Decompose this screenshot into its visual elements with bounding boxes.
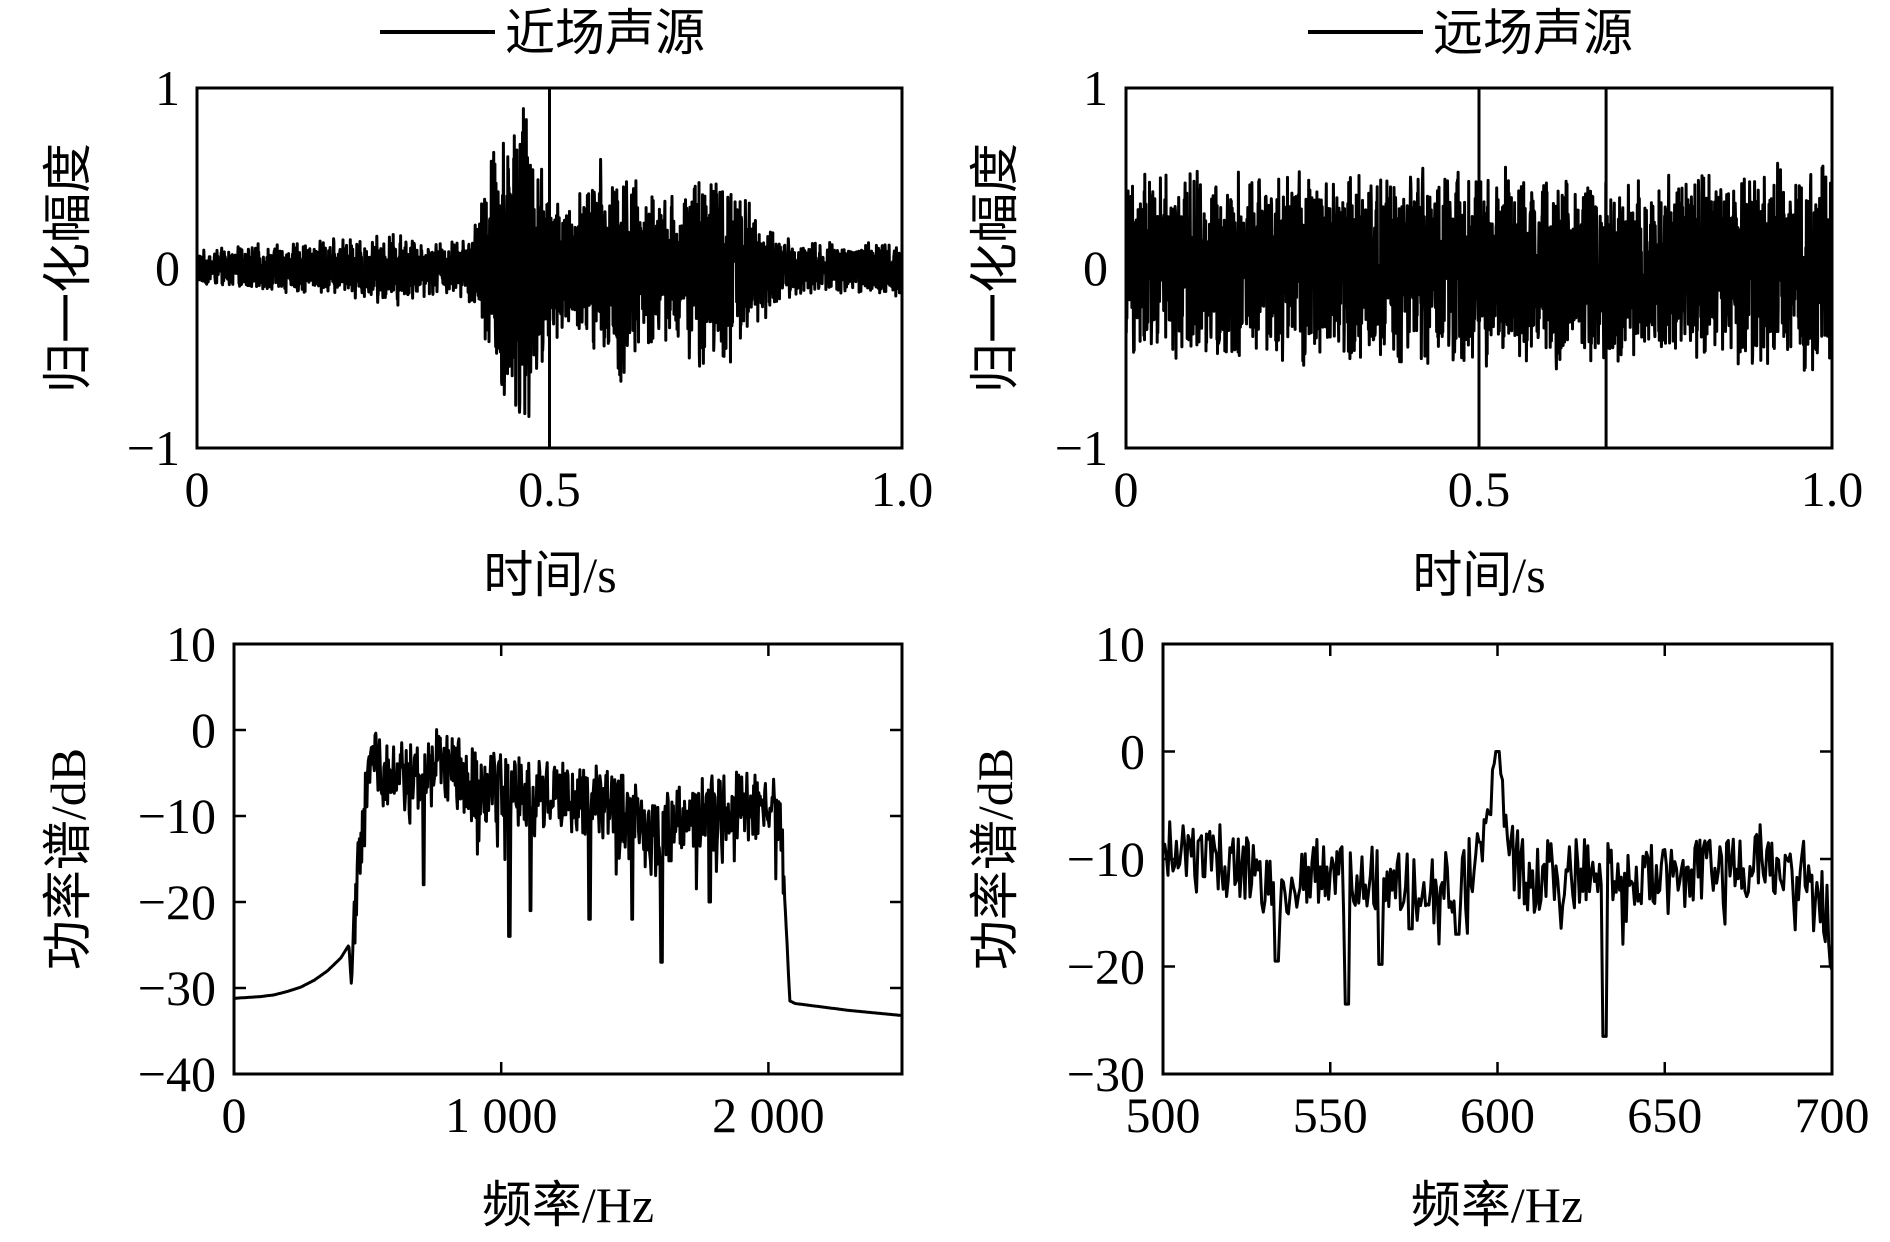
x-tick-label: 0.5 [518,461,581,517]
series-near-field-spectrum [233,728,903,1017]
far-field-waveform-panel: 远场声源 0 0.5 1.0−101 时间/s 归一化幅度 [967,5,1863,603]
y-tick-label: 1 [155,60,180,116]
y-tick-label: −10 [138,788,216,844]
ticks-near-field-waveform: 0 0.5 1.0−101 [127,60,933,517]
x-axis-label-near-field-spectrum: 频率/Hz [482,1177,654,1233]
y-tick-label: −40 [138,1046,216,1102]
series-far-field-spectrum [1161,750,1834,1038]
x-tick-label: 1 000 [445,1087,558,1143]
y-tick-label: −10 [1067,831,1145,887]
y-tick-label: 0 [1120,724,1145,780]
y-tick-label: 0 [191,702,216,758]
x-tick-label: 0 [185,461,210,517]
y-tick-label: 0 [1083,240,1108,296]
legend-label-near-field: 近场声源 [505,5,705,61]
y-tick-label: −30 [1067,1046,1145,1102]
y-tick-label: 1 [1083,60,1108,116]
plot-area-near-field-spectrum [232,642,904,1076]
x-tick-label: 0.5 [1448,461,1511,517]
x-tick-label: 1.0 [1801,461,1864,517]
x-tick-label: 500 [1126,1087,1201,1143]
ticks-far-field-spectrum: 500 550 600 650 700 −30 −20 −10 0 10 [1067,616,1870,1143]
x-tick-label: 0 [1114,461,1139,517]
series-line [1161,750,1834,1038]
ticks-far-field-waveform: 0 0.5 1.0−101 [1055,60,1863,517]
y-axis-label-near-field-spectrum: 功率谱/dB [40,748,96,970]
series-line [233,728,903,1017]
near-field-waveform-panel: 近场声源 0 0.5 1.0−101 时间/s 归一化幅度 [40,5,933,603]
x-axis-label-far-field-spectrum: 频率/Hz [1411,1177,1583,1233]
ticks-near-field-spectrum: 0 1 000 2 000 −40 −30 −20 −10 0 10 [138,616,902,1143]
near-field-spectrum-panel: 0 1 000 2 000 −40 −30 −20 −10 0 10 频率/Hz 功率谱/dB [40,616,904,1233]
y-axis-label-far-field-spectrum: 功率谱/dB [967,748,1023,970]
y-tick-label: −1 [127,420,180,476]
far-field-spectrum-panel: 500 550 600 650 700 −30 −20 −10 0 10 频率/Hz 功率谱/dB [967,616,1870,1233]
y-tick-label: −20 [1067,939,1145,995]
x-tick-label: 650 [1627,1087,1702,1143]
x-tick-label: 1.0 [871,461,934,517]
y-tick-label: 10 [166,616,216,672]
y-tick-label: 0 [155,240,180,296]
y-tick-label: −20 [138,874,216,930]
y-axis-label-far-field-waveform: 归一化幅度 [967,143,1023,393]
x-tick-label: 700 [1795,1087,1870,1143]
markers-far-field-waveform [1477,88,1608,448]
x-tick-label: 0 [222,1087,247,1143]
y-tick-label: −1 [1055,420,1108,476]
x-tick-label: 2 000 [712,1087,825,1143]
y-axis-label-near-field-waveform: 归一化幅度 [40,143,96,393]
y-tick-label: 10 [1095,616,1145,672]
legend-label-far-field: 远场声源 [1433,5,1633,61]
x-tick-label: 550 [1293,1087,1368,1143]
x-axis-label-far-field-waveform: 时间/s [1412,547,1545,603]
x-tick-label: 600 [1460,1087,1535,1143]
y-tick-label: −30 [138,960,216,1016]
x-axis-label-near-field-waveform: 时间/s [483,547,616,603]
